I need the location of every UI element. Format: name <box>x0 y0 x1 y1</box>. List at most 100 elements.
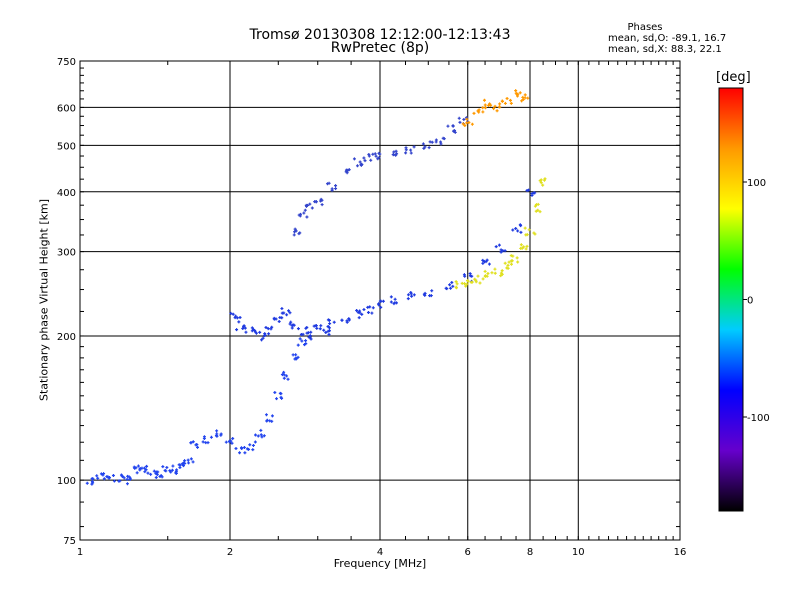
data-point <box>96 476 100 480</box>
data-point <box>242 325 246 329</box>
data-point <box>363 159 367 163</box>
data-point <box>259 433 263 437</box>
data-point <box>497 105 501 109</box>
data-point <box>389 295 393 299</box>
data-point <box>326 318 330 322</box>
data-point <box>206 441 210 445</box>
data-point <box>454 280 458 284</box>
data-point <box>273 390 277 394</box>
phases-o-stats: mean, sd,O: -89.1, 16.7 <box>608 33 727 44</box>
data-point <box>389 300 393 304</box>
data-point <box>209 435 213 439</box>
data-point <box>516 260 520 264</box>
data-point <box>253 433 257 437</box>
data-point <box>293 230 297 234</box>
data-point <box>291 353 295 357</box>
data-point <box>490 271 494 275</box>
data-point <box>299 333 303 337</box>
data-point <box>290 326 294 330</box>
data-point <box>489 103 493 107</box>
data-point <box>430 289 434 293</box>
data-point <box>191 460 195 464</box>
data-point <box>395 152 399 156</box>
x-axis-label: Frequency [MHz] <box>333 557 427 570</box>
data-point <box>235 316 239 320</box>
data-point <box>238 451 242 455</box>
data-point <box>530 193 534 197</box>
data-point <box>412 293 416 297</box>
data-point <box>542 178 546 182</box>
y-tick-label: 100 <box>57 476 76 487</box>
data-point <box>155 473 159 477</box>
data-point <box>243 326 247 330</box>
data-point <box>111 473 115 477</box>
data-point <box>455 282 459 286</box>
data-point <box>362 156 366 160</box>
data-point <box>85 481 89 485</box>
x-tick-label: 16 <box>674 547 687 558</box>
data-point <box>135 471 139 475</box>
data-point <box>371 306 375 310</box>
data-point <box>377 302 381 306</box>
data-point <box>373 152 377 156</box>
data-point <box>521 95 525 99</box>
data-point <box>265 419 269 423</box>
data-point <box>518 91 522 95</box>
data-point <box>506 266 510 270</box>
data-point <box>253 329 257 333</box>
data-point <box>345 320 349 324</box>
data-point <box>451 284 455 288</box>
data-point <box>280 396 284 400</box>
data-point <box>186 458 190 462</box>
data-point <box>515 92 519 96</box>
data-point <box>95 474 99 478</box>
data-point <box>508 98 512 102</box>
data-point <box>248 443 252 447</box>
data-point <box>470 274 474 278</box>
data-point <box>474 280 478 284</box>
data-point <box>282 370 286 374</box>
data-point <box>144 468 148 472</box>
data-point <box>294 356 298 360</box>
data-point <box>534 203 538 207</box>
data-point <box>525 189 529 193</box>
data-point <box>235 328 239 332</box>
data-point <box>268 419 272 423</box>
data-point <box>286 377 290 381</box>
data-point <box>461 122 465 126</box>
colorbar-label: [deg] <box>716 70 751 85</box>
data-point <box>366 305 370 309</box>
data-point <box>519 230 523 234</box>
data-point <box>294 353 298 357</box>
data-point <box>515 256 519 260</box>
data-point <box>510 259 514 263</box>
data-point <box>511 228 515 232</box>
data-point <box>499 271 503 275</box>
data-point <box>497 243 501 247</box>
data-point <box>163 468 167 472</box>
data-point <box>476 274 480 278</box>
data-point <box>202 435 206 439</box>
data-point <box>465 282 469 286</box>
data-point <box>309 330 313 334</box>
x-tick-label: 6 <box>465 547 471 558</box>
data-point <box>161 465 165 469</box>
data-point <box>344 170 348 174</box>
data-point <box>125 482 129 486</box>
data-point <box>302 211 306 215</box>
data-point <box>393 297 397 301</box>
data-point <box>482 260 486 264</box>
data-point <box>170 468 174 472</box>
data-point <box>466 279 470 283</box>
data-point <box>260 338 264 342</box>
data-point <box>482 98 486 102</box>
data-point <box>355 164 359 168</box>
data-point <box>541 183 545 187</box>
data-point <box>500 99 504 103</box>
data-point <box>445 287 449 291</box>
data-point <box>125 477 129 481</box>
data-point <box>481 261 485 265</box>
data-point <box>292 323 296 327</box>
colorbar-tick-label: -100 <box>747 413 770 424</box>
